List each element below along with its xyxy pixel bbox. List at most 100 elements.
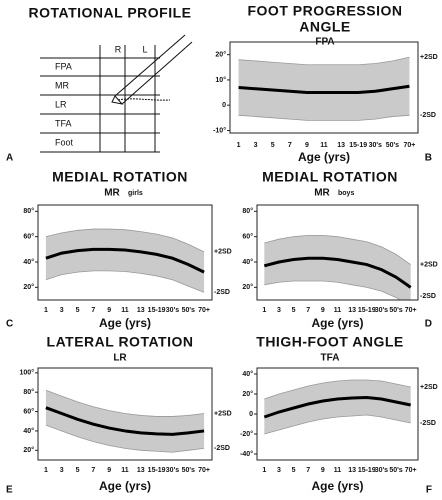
band-lower	[45, 270, 205, 293]
x-tick-label: 15-19	[148, 307, 166, 314]
plot	[45, 228, 205, 293]
x-tick-label: 13	[137, 307, 145, 314]
x-tick-label: 1	[262, 307, 266, 314]
mean-line	[263, 395, 411, 419]
band-label: +2SD	[420, 384, 438, 391]
x-tick-label: 5	[292, 467, 296, 474]
x-tick-label: 50's	[182, 467, 195, 474]
chart-subtitle-2: girls	[128, 190, 143, 197]
x-tick-label: 15-19	[349, 142, 367, 149]
x-tick-label: 3	[254, 142, 258, 149]
y-tick-label: 60°	[242, 233, 253, 241]
y-tick-label: -10°	[213, 126, 226, 134]
chart-subtitle: LR	[113, 353, 127, 364]
x-tick-label: 3	[277, 307, 281, 314]
mean-line	[263, 256, 412, 289]
y-tick-label: 20°	[23, 446, 34, 454]
x-tick-label: 7	[91, 467, 95, 474]
plot-frame	[37, 204, 213, 301]
x-tick-label: 11	[320, 142, 328, 149]
band-label: +2SD	[214, 410, 232, 417]
y-tick-label: 0	[222, 102, 226, 109]
y-tick-label: 20°	[23, 283, 34, 291]
x-tick-label: 11	[334, 307, 342, 314]
y-tick-label: 20°	[215, 50, 226, 58]
panel-label: F	[426, 485, 432, 496]
y-tick-label: 20°	[242, 283, 253, 291]
x-tick-label: 30's	[166, 467, 179, 474]
y-tick-label: 20°	[242, 390, 253, 398]
x-tick-label: 13	[137, 467, 145, 474]
x-tick-label: 15-19	[148, 467, 166, 474]
x-tick-label: 13	[337, 142, 345, 149]
band-label: -2SD	[420, 420, 436, 427]
x-tick-label: 13	[348, 467, 356, 474]
chart-subtitle: MR	[104, 188, 120, 199]
x-tick-label: 50's	[389, 467, 402, 474]
x-tick-label: 50's	[386, 142, 399, 149]
x-axis-label: Age (yrs)	[311, 316, 363, 330]
row-label: LR	[55, 99, 67, 109]
x-tick-label: 11	[121, 467, 129, 474]
band-label: +2SD	[214, 249, 232, 256]
y-tick-label: 10°	[215, 76, 226, 84]
band-fill	[264, 235, 411, 300]
x-tick-label: 5	[292, 307, 296, 314]
chart-title: MEDIAL ROTATION	[52, 169, 188, 185]
x-axis-label: Age (yrs)	[99, 316, 151, 330]
y-tick-label: -20°	[240, 430, 253, 438]
column-header: R	[115, 44, 122, 54]
band-fill	[264, 380, 411, 434]
y-tick-label: 80°	[23, 207, 34, 215]
x-tick-label: 3	[60, 307, 64, 314]
plot-frame	[229, 41, 419, 134]
band-label: -2SD	[214, 445, 230, 452]
y-tick-label: 40°	[242, 258, 253, 266]
x-axis-label: Age (yrs)	[298, 150, 350, 164]
x-tick-label: 7	[306, 467, 310, 474]
x-tick-label: 7	[306, 307, 310, 314]
y-tick-label: 80°	[23, 388, 34, 396]
mean-line	[238, 84, 410, 95]
x-tick-label: 1	[262, 467, 266, 474]
row-label: MR	[55, 80, 69, 90]
x-axis-label: Age (yrs)	[99, 479, 151, 493]
band-upper	[264, 379, 411, 400]
chart-subtitle: MR	[314, 188, 330, 199]
x-tick-label: 9	[321, 467, 325, 474]
y-tick-label: 100°	[20, 369, 35, 377]
x-tick-label: 13	[348, 307, 356, 314]
band-upper	[238, 56, 410, 66]
band-label: +2SD	[420, 54, 438, 61]
x-tick-label: 11	[121, 307, 129, 314]
y-tick-label: -40°	[240, 450, 253, 458]
x-tick-label: 5	[271, 142, 275, 149]
panel-label: A	[6, 153, 13, 164]
chart-subtitle: TFA	[321, 353, 340, 364]
y-tick-label: 60°	[23, 233, 34, 241]
mean-line	[45, 247, 205, 274]
chart-subtitle-2: boys	[338, 190, 354, 197]
y-tick-label: 80°	[242, 207, 253, 215]
plot-frame	[37, 367, 213, 461]
y-tick-label: 40°	[23, 427, 34, 435]
x-axis-label: Age (yrs)	[311, 479, 363, 493]
x-tick-label: 9	[321, 307, 325, 314]
x-tick-label: 5	[76, 307, 80, 314]
panel-label: C	[6, 319, 13, 330]
band-fill	[45, 229, 205, 293]
plot	[238, 56, 410, 121]
chart-title: THIGH-FOOT ANGLE	[256, 334, 403, 350]
y-tick-label: 40°	[23, 258, 34, 266]
plot	[263, 235, 412, 300]
band-upper	[264, 235, 411, 265]
band-lower	[264, 414, 411, 435]
y-tick-label: 0	[249, 411, 253, 418]
band-label: -2SD	[420, 112, 436, 119]
plot-frame	[256, 204, 419, 301]
panel-label: E	[6, 485, 13, 496]
band-fill	[238, 57, 410, 121]
chart-title: ANGLE	[299, 19, 351, 35]
x-tick-label: 70+	[198, 467, 210, 474]
y-tick-label: 40°	[242, 370, 253, 378]
